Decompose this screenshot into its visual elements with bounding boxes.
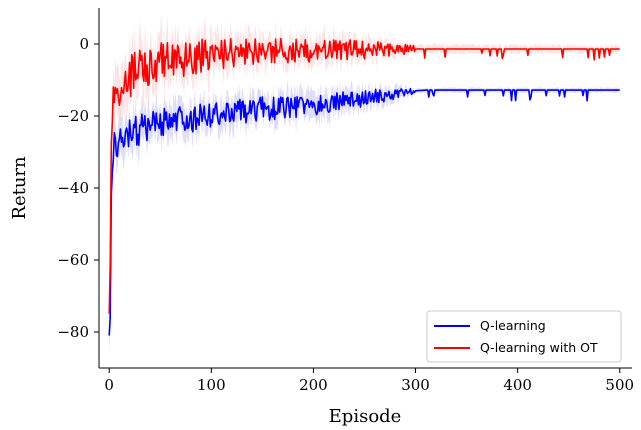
x-tick-label: 400 [503,376,532,394]
legend-box [426,310,622,363]
x-tick-label: 0 [104,376,114,394]
series-line-q-learning-ot [108,37,620,315]
x-tick-label: 200 [299,376,328,394]
legend-label-q-learning-ot: Q-learning with OT [480,340,598,355]
band-q-learning-ot [109,13,620,338]
legend: Q-learning Q-learning with OT [426,310,622,363]
y-tick-label: 0 [79,35,89,53]
x-tick-label: 500 [605,376,634,394]
x-ticks: 0 100 200 300 400 500 [104,368,634,394]
y-tick-label: −80 [57,323,89,341]
x-tick-label: 300 [401,376,430,394]
legend-label-q-learning: Q-learning [480,318,546,333]
variance-bands [109,13,620,353]
y-axis-label: Return [9,156,30,220]
y-tick-label: −60 [57,251,89,269]
y-tick-label: −20 [57,107,89,125]
y-ticks: −80 −60 −40 −20 0 [57,35,99,341]
series-line-q-learning [108,87,620,336]
y-tick-label: −40 [57,179,89,197]
x-axis-label: Episode [329,406,402,427]
band-q-learning [109,79,620,353]
x-tick-label: 100 [197,376,226,394]
series-lines [108,37,620,336]
